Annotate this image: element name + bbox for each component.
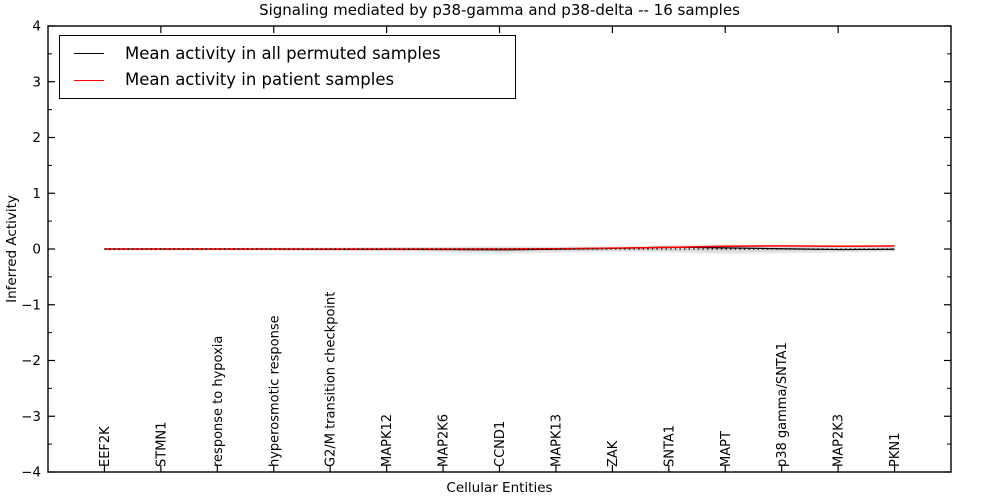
x-tick-label: STMN1 (154, 422, 169, 467)
x-tick-label: SNTA1 (662, 425, 677, 467)
x-tick-label: p38 gamma/SNTA1 (775, 342, 790, 467)
x-tick-label: MAP2K3 (832, 414, 847, 467)
x-tick-label: PKN1 (888, 433, 903, 467)
x-tick-label: MAPT (719, 431, 734, 467)
x-tick-label: EEF2K (98, 426, 113, 467)
patient-line-swatch (74, 79, 104, 81)
y-tick-label: 4 (32, 19, 41, 35)
y-tick-label: 1 (32, 186, 41, 202)
y-axis-label: Inferred Activity (4, 195, 20, 303)
y-tick-label: −4 (21, 465, 41, 481)
legend-item-permuted: Mean activity in all permuted samples (60, 43, 515, 63)
y-tick-label: −1 (21, 297, 41, 313)
x-axis-label: Cellular Entities (446, 480, 553, 496)
x-tick-label: hyperosmotic response (267, 315, 282, 467)
chart-title: Signaling mediated by p38-gamma and p38-… (259, 1, 740, 19)
x-tick-label: MAPK12 (380, 414, 395, 467)
x-tick-label: CCND1 (493, 421, 508, 467)
series-line-1 (104, 245, 895, 250)
y-tick-label: 3 (32, 74, 41, 90)
x-tick-label: ZAK (606, 440, 621, 467)
x-tick-label: MAPK13 (549, 414, 564, 467)
y-tick-label: 0 (32, 242, 41, 258)
x-tick-label: G2/M transition checkpoint (324, 292, 339, 467)
legend-label-permuted: Mean activity in all permuted samples (125, 43, 441, 63)
legend: Mean activity in all permuted samples Me… (59, 35, 516, 99)
legend-label-patient: Mean activity in patient samples (125, 70, 395, 90)
x-tick-label: response to hypoxia (211, 336, 226, 467)
y-tick-label: 2 (32, 130, 41, 146)
permuted-line-swatch (74, 53, 104, 55)
legend-item-patient: Mean activity in patient samples (60, 71, 515, 89)
y-tick-label: −2 (21, 353, 41, 369)
x-tick-label: MAP2K6 (437, 414, 452, 467)
y-tick-label: −3 (21, 409, 41, 425)
